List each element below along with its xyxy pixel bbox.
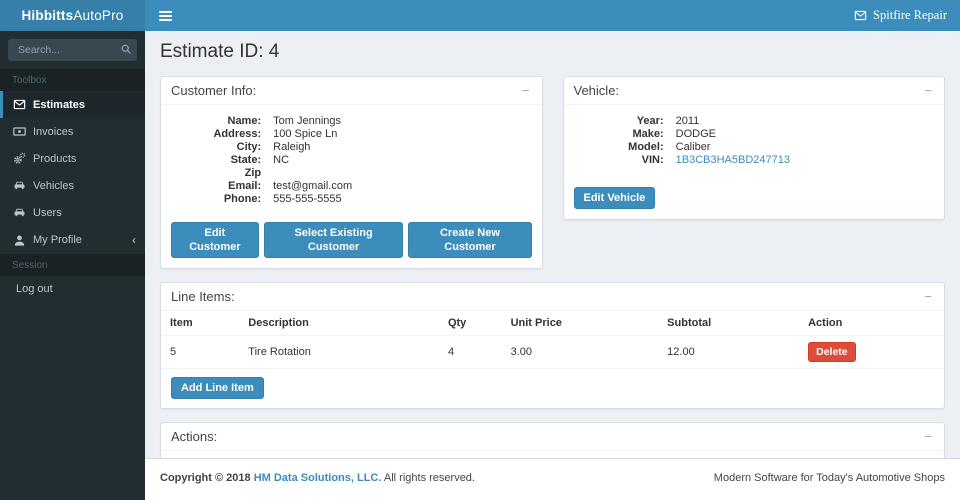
page-footer: Copyright © 2018 HM Data Solutions, LLC.… xyxy=(145,458,960,500)
collapse-icon[interactable]: − xyxy=(924,429,932,444)
collapse-icon[interactable]: − xyxy=(924,83,932,98)
company-link[interactable]: HM Data Solutions, LLC. xyxy=(253,472,382,484)
envelope-icon xyxy=(854,9,867,22)
line-item-qty: 4 xyxy=(438,335,502,369)
customer-zip xyxy=(273,167,531,180)
sidebar-item-label: Vehicles xyxy=(33,179,74,192)
edit-customer-button[interactable]: Edit Customer xyxy=(171,222,259,258)
col-description: Description xyxy=(239,311,439,336)
field-label: Year: xyxy=(636,115,664,127)
sidebar-search xyxy=(8,39,137,61)
hamburger-menu-icon[interactable] xyxy=(145,0,185,31)
line-item-id: 5 xyxy=(161,335,240,369)
sidebar-item-products[interactable]: Products xyxy=(0,145,145,172)
col-unit-price: Unit Price xyxy=(501,311,659,336)
car-icon xyxy=(13,179,26,192)
field-label: City: xyxy=(236,141,262,153)
line-item-description: Tire Rotation xyxy=(239,335,439,369)
sidebar-item-label: Products xyxy=(33,152,77,165)
vehicle-panel-title: Vehicle: xyxy=(573,83,620,98)
car-icon xyxy=(13,206,26,219)
table-header-row: Item Description Qty Unit Price Subtotal… xyxy=(161,311,944,336)
line-item-subtotal: 12.00 xyxy=(658,335,800,369)
customer-fields: Name: Tom Jennings Address: 100 Spice Ln… xyxy=(171,115,532,206)
sidebar-item-label: My Profile xyxy=(33,234,82,246)
field-label: Zip xyxy=(244,167,262,179)
chevron-left-icon: ‹ xyxy=(132,233,136,247)
vehicle-panel: Vehicle: − Year: 2011 Make: DODGE Model:… xyxy=(562,76,945,220)
app-logo-light: AutoPro xyxy=(73,8,124,23)
actions-panel-title: Actions: xyxy=(171,429,218,444)
line-items-panel: Line Items: − Item Description Qty Unit … xyxy=(160,282,945,409)
app-logo[interactable]: Hibbitts AutoPro xyxy=(0,0,145,31)
customer-phone: 555-555-5555 xyxy=(273,193,342,205)
app-logo-bold: Hibbitts xyxy=(21,8,74,23)
field-label: Name: xyxy=(227,115,262,127)
field-label: VIN: xyxy=(641,154,664,166)
customer-info-panel: Customer Info: − Name: Tom Jennings Addr… xyxy=(160,76,543,269)
customer-address: 100 Spice Ln xyxy=(273,128,338,140)
sidebar-item-label: Invoices xyxy=(33,125,74,138)
field-label: Make: xyxy=(632,128,664,140)
col-item: Item xyxy=(161,311,240,336)
sidebar-item-my-profile[interactable]: My Profile ‹ xyxy=(0,226,145,254)
user-icon xyxy=(13,234,26,247)
customer-city: Raleigh xyxy=(273,141,311,153)
copyright: Copyright © 2018 HM Data Solutions, LLC.… xyxy=(160,472,475,484)
search-icon[interactable] xyxy=(120,43,132,55)
field-label: Email: xyxy=(228,180,262,192)
actions-panel: Actions: − Update Estimate Cancel Conver… xyxy=(160,422,945,458)
edit-vehicle-button[interactable]: Edit Vehicle xyxy=(573,187,656,209)
shop-account-link[interactable]: Spitfire Repair xyxy=(841,0,960,31)
vehicle-vin-link[interactable]: 1B3CB3HA5BD247713 xyxy=(675,154,790,166)
search-input[interactable] xyxy=(8,39,137,61)
vehicle-year: 2011 xyxy=(675,115,700,127)
sidebar-item-invoices[interactable]: Invoices xyxy=(0,118,145,145)
line-items-table: Item Description Qty Unit Price Subtotal… xyxy=(161,311,944,369)
customer-name: Tom Jennings xyxy=(273,115,341,127)
field-label: Address: xyxy=(213,128,262,140)
field-label: State: xyxy=(230,154,262,166)
customer-email: test@gmail.com xyxy=(273,180,353,192)
page-title: Estimate ID: 4 xyxy=(160,41,280,62)
select-existing-customer-button[interactable]: Select Existing Customer xyxy=(263,222,404,258)
field-label: Phone: xyxy=(223,193,262,205)
envelope-icon xyxy=(13,98,26,111)
money-icon xyxy=(13,125,26,138)
vehicle-make: DODGE xyxy=(675,128,716,140)
sidebar-item-label: Estimates xyxy=(33,98,85,111)
copyright-prefix: Copyright © 2018 xyxy=(160,472,251,484)
delete-line-item-button[interactable]: Delete xyxy=(808,342,856,362)
sidebar-item-estimates[interactable]: Estimates xyxy=(0,91,145,118)
rights-text: All rights reserved. xyxy=(383,472,475,484)
footer-tagline: Modern Software for Today's Automotive S… xyxy=(713,472,945,484)
sidebar-item-vehicles[interactable]: Vehicles xyxy=(0,172,145,199)
line-items-panel-title: Line Items: xyxy=(171,289,235,304)
col-subtotal: Subtotal xyxy=(658,311,800,336)
sidebar-section-toolbox: Toolbox xyxy=(0,69,145,91)
cogs-icon xyxy=(13,152,26,165)
customer-panel-title: Customer Info: xyxy=(171,83,257,98)
top-navbar: Spitfire Repair xyxy=(145,0,960,31)
col-qty: Qty xyxy=(438,311,502,336)
customer-state: NC xyxy=(273,154,290,166)
sidebar-item-logout[interactable]: Log out xyxy=(0,276,145,302)
field-label: Model: xyxy=(628,141,664,153)
sidebar-item-users[interactable]: Users xyxy=(0,199,145,226)
create-new-customer-button[interactable]: Create New Customer xyxy=(408,222,532,258)
sidebar-item-label: Users xyxy=(33,206,62,219)
sidebar-section-session: Session xyxy=(0,254,145,276)
shop-name: Spitfire Repair xyxy=(873,8,947,22)
logout-label: Log out xyxy=(16,283,53,295)
vehicle-model: Caliber xyxy=(675,141,711,153)
line-item-unit-price: 3.00 xyxy=(501,335,659,369)
main-content: Estimate ID: 4 Customer Info: − Name: To… xyxy=(145,31,960,458)
collapse-icon[interactable]: − xyxy=(924,289,932,304)
add-line-item-button[interactable]: Add Line Item xyxy=(171,377,264,399)
collapse-icon[interactable]: − xyxy=(521,83,530,98)
vehicle-fields: Year: 2011 Make: DODGE Model: Caliber VI… xyxy=(574,115,935,167)
table-row: 5 Tire Rotation 4 3.00 12.00 Delete xyxy=(161,335,944,369)
col-action: Action xyxy=(799,311,944,336)
